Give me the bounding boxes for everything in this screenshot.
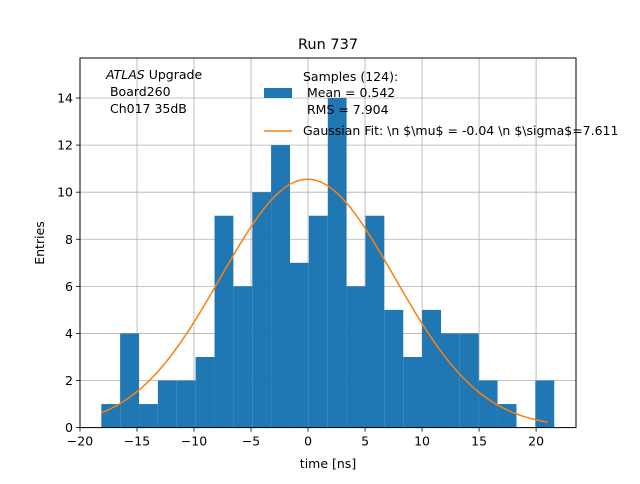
annotation-line-1: ATLAS Upgrade (105, 67, 202, 82)
gaussian-fit-curve (101, 178, 548, 423)
annotation-upgrade: Upgrade (145, 67, 203, 82)
y-tick-label: 12 (57, 138, 73, 153)
histogram-bar (459, 333, 479, 428)
histogram-bar (497, 404, 517, 428)
histogram-bar (403, 356, 423, 428)
y-tick-label: 8 (65, 232, 73, 247)
histogram-bar (422, 309, 441, 428)
histogram-bar (365, 215, 385, 428)
x-tick-label: −15 (124, 434, 150, 449)
y-tick-label: 10 (57, 185, 73, 200)
y-tick-label: 2 (65, 373, 73, 388)
histogram-bar (195, 356, 215, 428)
x-tick-label: −5 (242, 434, 260, 449)
x-tick-label: 10 (414, 434, 430, 449)
y-tick-label: 6 (65, 279, 73, 294)
histogram-bar (384, 309, 404, 428)
y-axis-label: Entries (32, 221, 47, 265)
annotation-atlas: ATLAS (105, 67, 145, 82)
legend: Samples (124): Mean = 0.542 RMS = 7.904 … (264, 69, 618, 138)
histogram-bar (346, 286, 366, 428)
histogram-bar (176, 380, 196, 428)
x-axis-label: time [ns] (300, 456, 356, 471)
x-tick-label: 0 (304, 434, 312, 449)
annotation-channel: Ch017 35dB (106, 101, 187, 116)
y-tick-label: 0 (65, 420, 73, 435)
histogram-bar (252, 192, 272, 428)
histogram-bar (101, 404, 121, 428)
y-tick-label: 14 (57, 91, 73, 106)
histogram-bar (478, 380, 498, 428)
x-tick-label: −20 (67, 434, 93, 449)
chart-title: Run 737 (298, 37, 358, 53)
histogram-bar (157, 380, 177, 428)
histogram-bar (535, 380, 555, 428)
x-axis-ticks: −20 −15 −10 −5 0 5 10 15 20 (67, 427, 544, 449)
histogram-bar (139, 404, 158, 428)
atlas-annotation: ATLAS Upgrade Board260 Ch017 35dB (105, 67, 202, 116)
x-tick-label: −10 (181, 434, 207, 449)
x-tick-label: 20 (528, 434, 544, 449)
legend-rms-text: RMS = 7.904 (303, 102, 389, 117)
histogram-bar (290, 262, 309, 428)
legend-fit-text: Gaussian Fit: \n $\mu$ = -0.04 \n $\sigm… (303, 123, 618, 138)
annotation-board: Board260 (106, 84, 171, 99)
legend-fit-label: Gaussian Fit: \n $\mu$ = -0.04 \n $\sigm… (303, 123, 618, 138)
histogram-bar (214, 215, 234, 428)
histogram-bar (271, 145, 291, 428)
y-tick-label: 4 (65, 326, 73, 341)
legend-mean-text: Mean = 0.542 (303, 85, 395, 100)
histogram-bar (327, 98, 347, 428)
y-axis-ticks: 0 2 4 6 8 10 12 14 (57, 91, 80, 435)
histogram-bar (308, 215, 328, 428)
plot-frame (79, 57, 577, 429)
x-tick-label: 15 (471, 434, 487, 449)
legend-histogram-swatch (264, 88, 292, 98)
histogram-bar (233, 286, 253, 428)
histogram-bar (120, 333, 140, 428)
legend-samples-text: Samples (124): (303, 69, 398, 84)
histogram-bar (440, 333, 460, 428)
x-tick-label: 5 (361, 434, 369, 449)
